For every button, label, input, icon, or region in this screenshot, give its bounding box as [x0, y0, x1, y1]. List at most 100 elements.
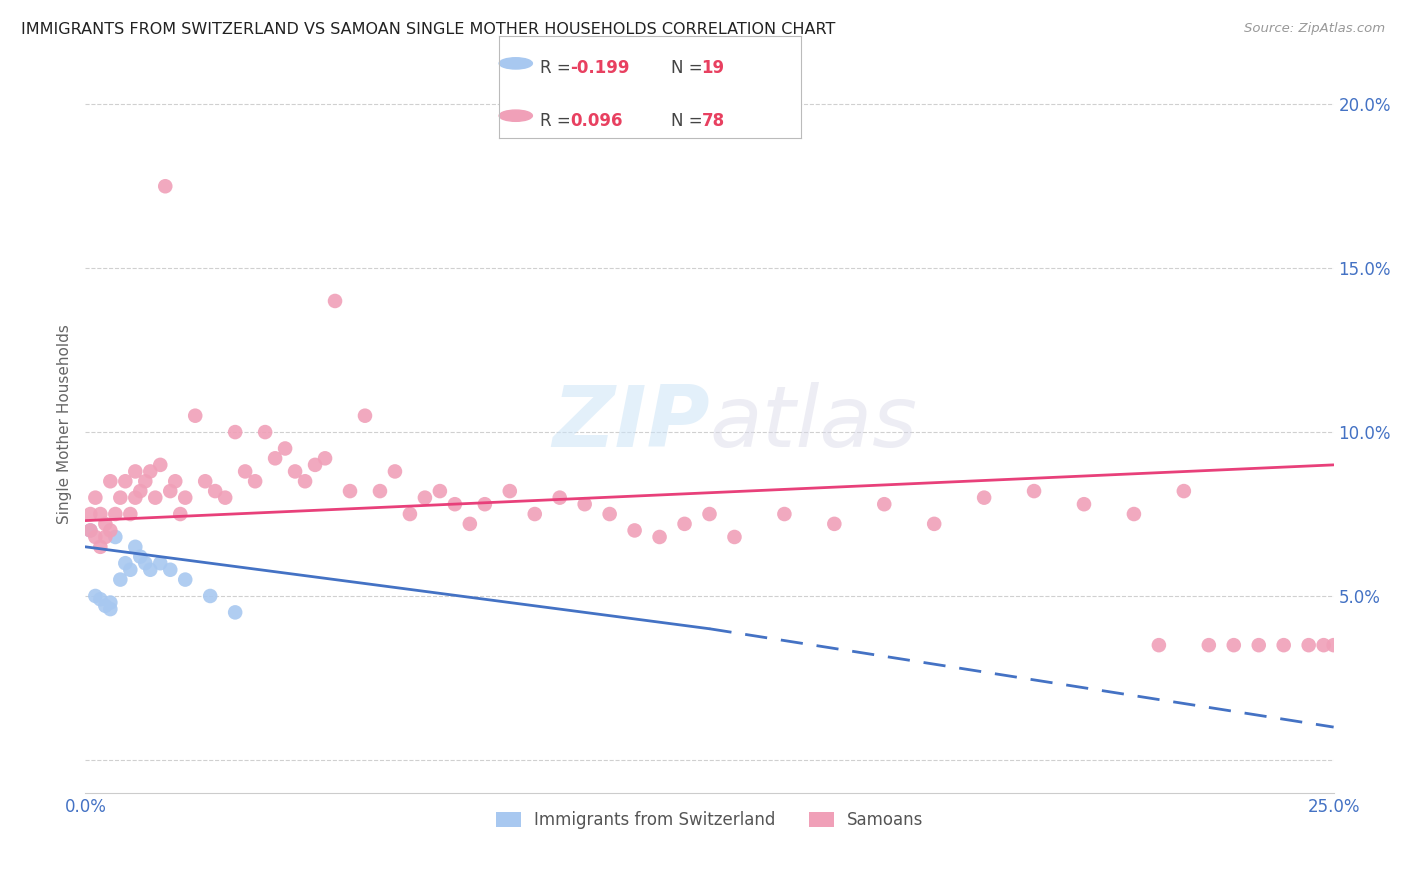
Text: R =: R = [540, 112, 576, 130]
Point [354, 409, 377, 423]
Point [224, 425, 246, 439]
Point [214, 491, 236, 505]
Point [458, 516, 481, 531]
Point [98, 475, 121, 489]
Point [165, 475, 187, 489]
Point [174, 573, 197, 587]
Point [823, 516, 845, 531]
Point [599, 507, 621, 521]
Point [149, 556, 172, 570]
Y-axis label: Single Mother Households: Single Mother Households [58, 324, 72, 524]
Point [304, 458, 326, 472]
Point [139, 465, 162, 479]
Point [104, 507, 127, 521]
Point [699, 507, 721, 521]
Point [1312, 638, 1334, 652]
Point [224, 606, 246, 620]
Point [368, 484, 391, 499]
Point [873, 497, 896, 511]
Point [399, 507, 422, 521]
Text: Source: ZipAtlas.com: Source: ZipAtlas.com [1244, 22, 1385, 36]
Point [648, 530, 671, 544]
Point [134, 556, 156, 570]
Point [79, 507, 101, 521]
Point [574, 497, 596, 511]
Point [1298, 638, 1320, 652]
Point [284, 465, 307, 479]
Point [1147, 638, 1170, 652]
Text: IMMIGRANTS FROM SWITZERLAND VS SAMOAN SINGLE MOTHER HOUSEHOLDS CORRELATION CHART: IMMIGRANTS FROM SWITZERLAND VS SAMOAN SI… [21, 22, 835, 37]
Point [1247, 638, 1270, 652]
Point [84, 589, 107, 603]
Point [174, 491, 197, 505]
Point [98, 602, 121, 616]
Point [120, 507, 142, 521]
Point [94, 530, 117, 544]
Point [204, 484, 226, 499]
Point [1022, 484, 1045, 499]
Point [143, 491, 166, 505]
Point [1323, 638, 1346, 652]
Point [773, 507, 796, 521]
Point [169, 507, 191, 521]
Circle shape [499, 110, 533, 121]
Point [444, 497, 467, 511]
Point [1173, 484, 1195, 499]
Text: -0.199: -0.199 [571, 59, 630, 77]
Point [1073, 497, 1095, 511]
Text: R =: R = [540, 59, 576, 77]
Point [139, 563, 162, 577]
Point [274, 442, 297, 456]
Point [384, 465, 406, 479]
Point [623, 524, 645, 538]
Point [264, 451, 287, 466]
Point [339, 484, 361, 499]
Text: ZIP: ZIP [553, 383, 710, 466]
Point [89, 507, 111, 521]
Point [94, 516, 117, 531]
Point [120, 563, 142, 577]
Point [149, 458, 172, 472]
Point [110, 573, 132, 587]
Point [104, 530, 127, 544]
Point [314, 451, 336, 466]
Text: 78: 78 [702, 112, 724, 130]
Text: N =: N = [672, 112, 709, 130]
Point [124, 465, 146, 479]
Point [723, 530, 745, 544]
Circle shape [499, 58, 533, 69]
Point [523, 507, 546, 521]
Text: 19: 19 [702, 59, 724, 77]
Point [94, 599, 117, 613]
Point [89, 540, 111, 554]
Point [1198, 638, 1220, 652]
Legend: Immigrants from Switzerland, Samoans: Immigrants from Switzerland, Samoans [489, 805, 929, 836]
Point [124, 540, 146, 554]
Point [200, 589, 222, 603]
Point [973, 491, 995, 505]
Text: 0.096: 0.096 [571, 112, 623, 130]
Point [129, 484, 152, 499]
Point [1272, 638, 1295, 652]
Point [429, 484, 451, 499]
Point [413, 491, 436, 505]
Point [243, 475, 266, 489]
Point [155, 179, 177, 194]
Point [254, 425, 277, 439]
Point [129, 549, 152, 564]
Point [159, 563, 181, 577]
Point [114, 475, 136, 489]
Point [323, 293, 346, 308]
Point [1223, 638, 1246, 652]
Point [499, 484, 522, 499]
Point [548, 491, 571, 505]
Point [159, 484, 181, 499]
Point [114, 556, 136, 570]
Text: N =: N = [672, 59, 709, 77]
Point [1122, 507, 1144, 521]
Point [294, 475, 316, 489]
Text: atlas: atlas [710, 383, 918, 466]
Point [184, 409, 207, 423]
Point [233, 465, 256, 479]
Point [79, 524, 101, 538]
